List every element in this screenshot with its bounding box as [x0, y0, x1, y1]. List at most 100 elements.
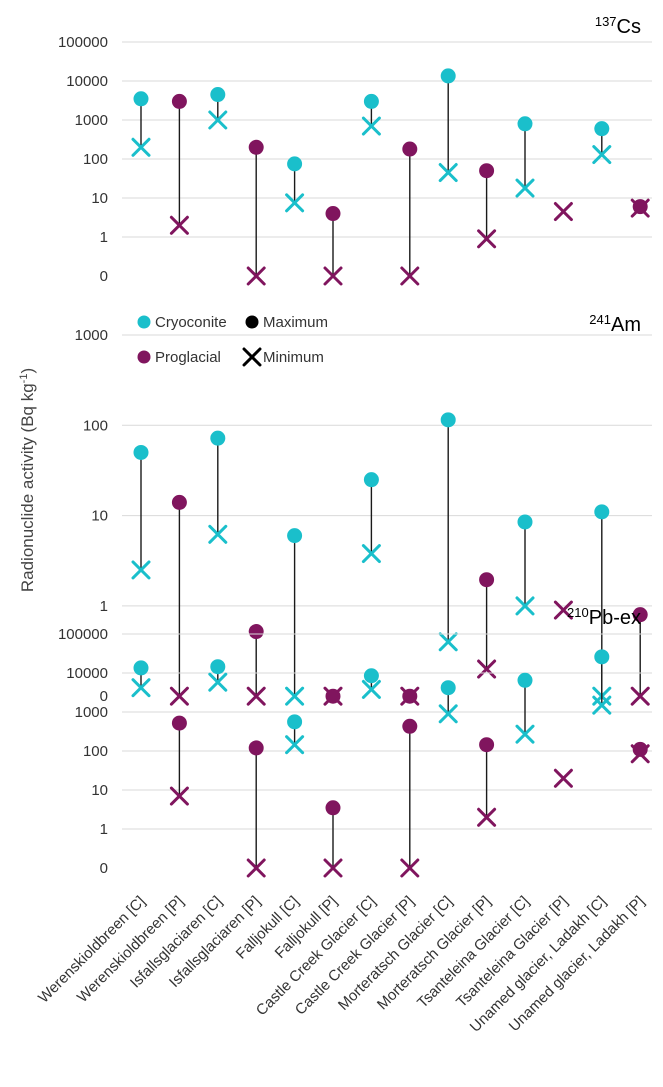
maximum-marker — [517, 116, 533, 132]
minimum-marker — [515, 724, 535, 744]
maximum-marker — [171, 494, 187, 510]
minimum-marker — [131, 678, 151, 698]
maximum-marker — [402, 141, 418, 157]
minimum-marker — [208, 672, 228, 692]
legend-marker — [137, 350, 151, 364]
y-tick-label: 0 — [100, 268, 108, 285]
maximum-marker — [210, 430, 226, 446]
legend-marker — [137, 315, 151, 329]
legend-label: Minimum — [263, 349, 324, 366]
maximum-marker — [325, 800, 341, 816]
panel-title: 241Am — [589, 312, 641, 337]
maximum-marker — [632, 199, 648, 215]
minimum-marker — [553, 202, 573, 222]
maximum-marker — [171, 93, 187, 109]
y-tick-label: 1 — [100, 821, 108, 838]
maximum-marker — [287, 714, 303, 730]
maximum-marker — [517, 672, 533, 688]
maximum-marker — [594, 649, 610, 665]
maximum-marker — [402, 718, 418, 734]
minimum-marker — [246, 686, 266, 706]
minimum-marker — [477, 229, 497, 249]
minimum-marker — [592, 145, 612, 165]
y-tick-label: 10000 — [66, 665, 108, 682]
minimum-marker — [553, 600, 573, 620]
maximum-marker — [325, 206, 341, 222]
minimum-marker — [361, 544, 381, 564]
legend-label: Proglacial — [155, 349, 221, 366]
y-tick-label: 100 — [83, 743, 108, 760]
y-tick-label: 0 — [100, 688, 108, 705]
maximum-marker — [287, 528, 303, 544]
maximum-marker — [440, 680, 456, 696]
maximum-marker — [363, 93, 379, 109]
minimum-marker — [323, 266, 343, 286]
maximum-marker — [133, 444, 149, 460]
panel-title: 210Pb-ex — [567, 605, 641, 630]
minimum-marker — [553, 768, 573, 788]
maximum-marker — [248, 740, 264, 756]
minimum-marker — [515, 596, 535, 616]
minimum-marker — [323, 858, 343, 878]
maximum-marker — [287, 156, 303, 172]
y-tick-label: 100 — [83, 417, 108, 434]
maximum-marker — [402, 688, 418, 704]
y-tick-label: 10 — [91, 508, 108, 525]
minimum-marker — [285, 735, 305, 755]
y-tick-label: 10000 — [66, 73, 108, 90]
minimum-marker — [592, 695, 612, 715]
y-tick-label: 10 — [91, 782, 108, 799]
maximum-marker — [133, 660, 149, 676]
minimum-marker — [477, 659, 497, 679]
maximum-marker — [363, 472, 379, 488]
maximum-marker — [133, 91, 149, 107]
y-tick-label: 100 — [83, 151, 108, 168]
y-tick-label: 1 — [100, 229, 108, 246]
maximum-marker — [479, 737, 495, 753]
minimum-marker — [515, 178, 535, 198]
y-tick-label: 10 — [91, 190, 108, 207]
y-tick-label: 1000 — [75, 327, 108, 344]
maximum-marker — [171, 715, 187, 731]
legend-marker — [242, 347, 262, 367]
minimum-marker — [361, 679, 381, 699]
maximum-marker — [479, 572, 495, 588]
minimum-marker — [169, 215, 189, 235]
legend-label: Cryoconite — [155, 314, 227, 331]
minimum-marker — [131, 560, 151, 580]
minimum-marker — [438, 632, 458, 652]
minimum-marker — [477, 807, 497, 827]
y-tick-label: 100000 — [58, 34, 108, 51]
maximum-marker — [440, 412, 456, 428]
maximum-marker — [440, 68, 456, 84]
minimum-marker — [630, 686, 650, 706]
maximum-marker — [632, 607, 648, 623]
minimum-marker — [400, 266, 420, 286]
minimum-marker — [208, 524, 228, 544]
y-tick-label: 1000 — [75, 112, 108, 129]
minimum-marker — [131, 137, 151, 157]
maximum-marker — [632, 741, 648, 757]
y-tick-label: 1000 — [75, 704, 108, 721]
minimum-marker — [400, 858, 420, 878]
minimum-marker — [361, 116, 381, 136]
maximum-marker — [479, 163, 495, 179]
legend-label: Maximum — [263, 314, 328, 331]
maximum-marker — [325, 688, 341, 704]
y-axis-label: Radionuclide activity (Bq kg-1) — [18, 368, 37, 592]
y-tick-label: 0 — [100, 860, 108, 877]
minimum-marker — [285, 193, 305, 213]
maximum-marker — [363, 668, 379, 684]
y-tick-label: 1 — [100, 598, 108, 615]
minimum-marker — [438, 704, 458, 724]
minimum-marker — [246, 266, 266, 286]
minimum-marker — [208, 110, 228, 130]
maximum-marker — [594, 121, 610, 137]
maximum-marker — [517, 514, 533, 530]
maximum-marker — [594, 504, 610, 520]
minimum-marker — [169, 686, 189, 706]
minimum-marker — [169, 786, 189, 806]
maximum-marker — [248, 624, 264, 640]
maximum-marker — [210, 87, 226, 103]
